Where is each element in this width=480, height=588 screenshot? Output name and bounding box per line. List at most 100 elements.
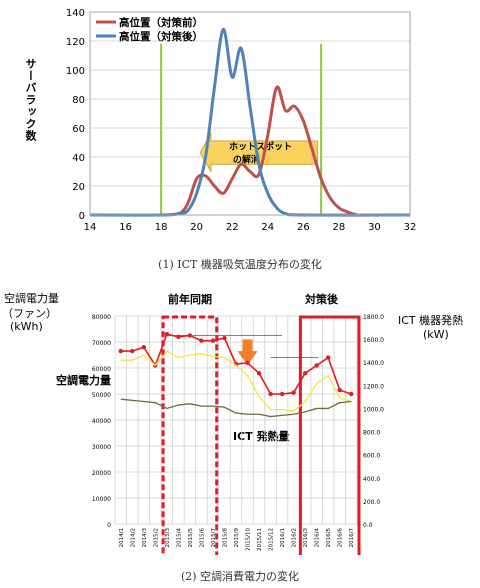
legend-label-1: 高位置（対策前） [119, 16, 203, 29]
x-category-label: 2015/2 [153, 528, 159, 547]
series-point [325, 355, 331, 360]
x-category-label: 2016/6 [338, 528, 344, 548]
x-category-label: 2015/5 [188, 528, 194, 548]
left-tick-label: 50000 [92, 392, 111, 399]
arrow-annotation [199, 131, 319, 174]
x-category-label: 2016/2 [292, 528, 298, 547]
series-point [187, 333, 193, 338]
chart1-caption: (1) ICT 機器吸気温度分布の変化 [158, 258, 322, 271]
legend-label-2: 高位置（対策後） [119, 30, 203, 43]
x-tick-label: 16 [119, 222, 132, 233]
right-tick-label: 1600.0 [363, 337, 384, 344]
x-category-label: 2015/9 [234, 528, 240, 548]
right-tick-label: 800.0 [363, 430, 380, 437]
series-point [268, 391, 273, 397]
x-category-label: 2015/10 [246, 528, 252, 551]
series-point [118, 348, 123, 354]
left-tick-label: 20000 [92, 470, 111, 477]
series-point [291, 390, 296, 395]
series-line-2 [120, 350, 352, 412]
y-tick-label: 120 [66, 37, 85, 48]
series-line-2 [89, 27, 411, 217]
x-tick-label: 28 [333, 222, 346, 233]
series-point [130, 348, 135, 354]
series-point [314, 363, 319, 368]
x-category-label: 2015/7 [211, 528, 217, 548]
x-category-label: 2014/2 [130, 528, 136, 547]
y-tick-label: 60 [72, 124, 85, 135]
x-category-label: 2016/1 [280, 528, 286, 547]
series-point [210, 338, 216, 343]
y-tick-label: 100 [66, 66, 85, 77]
annotation-text-1: ホットスポット [229, 141, 292, 153]
series-point [256, 371, 262, 376]
x-tick-label: 30 [368, 222, 381, 233]
x-category-label: 2015/11 [257, 528, 263, 551]
highlight-box-before [161, 315, 219, 555]
chart2-left-axis-label-3: (kWh) [10, 320, 43, 333]
y-tick-label: 140 [66, 8, 85, 19]
x-category-label: 2016/3 [303, 528, 309, 548]
x-category-label: 2015/3 [165, 528, 171, 548]
x-tick-label: 18 [155, 222, 168, 233]
chart2-right-axis-label-1: ICT 機器発熱 [398, 314, 464, 327]
series-point [349, 391, 354, 397]
highlight-label-before: 前年同期 [168, 293, 212, 306]
left-tick-label: 0 [107, 522, 111, 529]
series-label-ict-heat: ICT 発熱量 [233, 430, 290, 443]
x-category-label: 2015/8 [222, 528, 228, 548]
right-tick-label: 400.0 [363, 476, 380, 483]
right-tick-label: 200.0 [363, 499, 380, 506]
left-tick-label: 30000 [92, 444, 111, 451]
x-tick-label: 26 [297, 222, 310, 233]
series-point [141, 345, 147, 350]
decrease-arrow [237, 339, 258, 366]
series-point [337, 387, 342, 393]
x-category-label: 2015/6 [199, 528, 205, 548]
series-point [222, 335, 227, 341]
series-point [279, 391, 285, 397]
x-category-label: 2015/4 [176, 528, 182, 548]
x-category-label: 2014/3 [142, 528, 148, 548]
x-tick-label: 20 [190, 222, 203, 233]
left-tick-label: 10000 [92, 496, 111, 503]
chart2-caption: (2) 空調消費電力の変化 [180, 570, 300, 583]
y-tick-label: 20 [72, 182, 85, 193]
annotation-text-2: の解消 [233, 154, 260, 166]
highlight-label-after: 対策後 [305, 293, 338, 306]
series-label-power: 空調電力量 [56, 374, 111, 387]
chart2-svg: 0 10000 20000 30000 40000 50000 60000 70000 8000… [92, 314, 384, 555]
x-category-label: 2016/4 [315, 528, 321, 548]
left-tick-label: 40000 [92, 418, 111, 425]
chart2-right-axis-label-2: (kW) [423, 328, 449, 341]
series-point [245, 360, 250, 365]
series-point [176, 334, 181, 339]
x-category-label: 2016/5 [326, 528, 332, 548]
series-point [302, 371, 308, 376]
right-tick-label: 1800.0 [363, 314, 384, 321]
plot-frame [89, 11, 411, 216]
x-tick-label: 32 [404, 222, 417, 233]
x-category-label: 2015/12 [269, 528, 275, 551]
series-point [164, 332, 170, 337]
x-tick-label: 14 [84, 222, 97, 233]
left-tick-label: 60000 [92, 366, 111, 373]
left-tick-label: 70000 [92, 340, 111, 347]
chart2-left-axis-label-1: 空調電力量 [4, 292, 59, 305]
series-point [199, 338, 204, 343]
highlight-box-after [298, 315, 361, 555]
right-tick-label: 1400.0 [363, 360, 384, 367]
series-line-3 [120, 398, 352, 418]
y-tick-label: 40 [72, 153, 85, 164]
y-tick-label: 0 [79, 211, 85, 222]
chart1-y-axis-label: サーバラック数 [24, 58, 37, 142]
x-tick-label: 24 [261, 222, 274, 233]
right-tick-label: 0.0 [363, 522, 373, 529]
right-tick-label: 1000.0 [363, 406, 384, 413]
right-tick-label: 600.0 [363, 453, 380, 460]
x-category-label: 2014/1 [119, 528, 125, 547]
right-tick-label: 1200.0 [363, 383, 384, 390]
y-tick-label: 80 [72, 95, 85, 106]
x-category-label: 2016/7 [349, 528, 355, 548]
